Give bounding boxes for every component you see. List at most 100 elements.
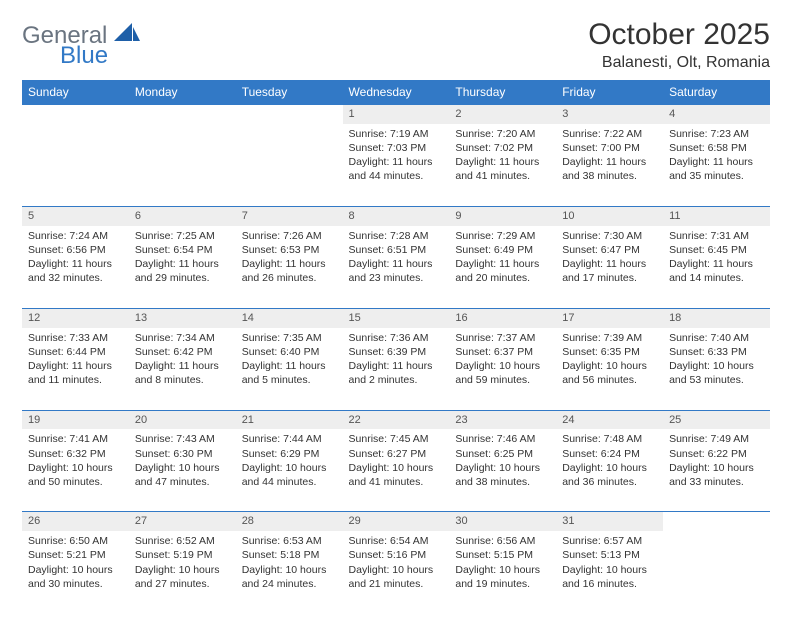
day-cell-body: Sunrise: 6:52 AMSunset: 5:19 PMDaylight:… [129, 531, 236, 597]
day-number-cell: 7 [236, 206, 343, 225]
sunrise-line: Sunrise: 7:29 AM [455, 229, 550, 243]
day-number-cell: 27 [129, 512, 236, 531]
sunset-line: Sunset: 7:00 PM [562, 141, 657, 155]
day-header: Monday [129, 80, 236, 105]
day-cell-body: Sunrise: 7:30 AMSunset: 6:47 PMDaylight:… [556, 226, 663, 292]
day-cell: Sunrise: 7:20 AMSunset: 7:02 PMDaylight:… [449, 124, 556, 207]
day-cell: Sunrise: 6:57 AMSunset: 5:13 PMDaylight:… [556, 531, 663, 613]
sunset-line: Sunset: 6:22 PM [669, 447, 764, 461]
day-cell: Sunrise: 7:46 AMSunset: 6:25 PMDaylight:… [449, 429, 556, 512]
sunset-line: Sunset: 6:32 PM [28, 447, 123, 461]
daylight-line: Daylight: 11 hours and 32 minutes. [28, 257, 123, 285]
day-number-cell: 29 [343, 512, 450, 531]
day-cell: Sunrise: 7:45 AMSunset: 6:27 PMDaylight:… [343, 429, 450, 512]
day-cell: Sunrise: 7:24 AMSunset: 6:56 PMDaylight:… [22, 226, 129, 309]
sunset-line: Sunset: 6:40 PM [242, 345, 337, 359]
day-content-row: Sunrise: 7:41 AMSunset: 6:32 PMDaylight:… [22, 429, 770, 512]
sunset-line: Sunset: 5:16 PM [349, 548, 444, 562]
sunset-line: Sunset: 6:39 PM [349, 345, 444, 359]
day-cell-body: Sunrise: 7:33 AMSunset: 6:44 PMDaylight:… [22, 328, 129, 394]
sunrise-line: Sunrise: 6:52 AM [135, 534, 230, 548]
day-cell: Sunrise: 7:22 AMSunset: 7:00 PMDaylight:… [556, 124, 663, 207]
daylight-line: Daylight: 10 hours and 53 minutes. [669, 359, 764, 387]
sunrise-line: Sunrise: 7:37 AM [455, 331, 550, 345]
day-cell: Sunrise: 7:49 AMSunset: 6:22 PMDaylight:… [663, 429, 770, 512]
page-header: General Blue October 2025 Balanesti, Olt… [22, 18, 770, 72]
daylight-line: Daylight: 11 hours and 41 minutes. [455, 155, 550, 183]
daylight-line: Daylight: 10 hours and 24 minutes. [242, 563, 337, 591]
day-cell-body: Sunrise: 7:49 AMSunset: 6:22 PMDaylight:… [663, 429, 770, 495]
sunset-line: Sunset: 6:27 PM [349, 447, 444, 461]
day-cell [663, 531, 770, 613]
sunrise-line: Sunrise: 7:22 AM [562, 127, 657, 141]
day-number-cell: 10 [556, 206, 663, 225]
day-cell-body: Sunrise: 7:28 AMSunset: 6:51 PMDaylight:… [343, 226, 450, 292]
day-number-cell: 30 [449, 512, 556, 531]
day-cell-body: Sunrise: 7:44 AMSunset: 6:29 PMDaylight:… [236, 429, 343, 495]
sunrise-line: Sunrise: 6:50 AM [28, 534, 123, 548]
day-header: Thursday [449, 80, 556, 105]
day-cell: Sunrise: 7:31 AMSunset: 6:45 PMDaylight:… [663, 226, 770, 309]
day-number-cell: 31 [556, 512, 663, 531]
sunset-line: Sunset: 6:30 PM [135, 447, 230, 461]
day-cell-body: Sunrise: 7:41 AMSunset: 6:32 PMDaylight:… [22, 429, 129, 495]
sunset-line: Sunset: 5:18 PM [242, 548, 337, 562]
day-cell-body: Sunrise: 7:24 AMSunset: 6:56 PMDaylight:… [22, 226, 129, 292]
day-cell-body: Sunrise: 7:22 AMSunset: 7:00 PMDaylight:… [556, 124, 663, 190]
calendar-table: SundayMondayTuesdayWednesdayThursdayFrid… [22, 80, 770, 613]
daylight-line: Daylight: 10 hours and 33 minutes. [669, 461, 764, 489]
day-number-cell: 26 [22, 512, 129, 531]
day-cell: Sunrise: 7:25 AMSunset: 6:54 PMDaylight:… [129, 226, 236, 309]
daylight-line: Daylight: 11 hours and 38 minutes. [562, 155, 657, 183]
day-cell-body: Sunrise: 7:23 AMSunset: 6:58 PMDaylight:… [663, 124, 770, 190]
daylight-line: Daylight: 10 hours and 16 minutes. [562, 563, 657, 591]
day-number-cell: 24 [556, 410, 663, 429]
day-cell: Sunrise: 7:34 AMSunset: 6:42 PMDaylight:… [129, 328, 236, 411]
day-number-cell: 19 [22, 410, 129, 429]
sunrise-line: Sunrise: 7:46 AM [455, 432, 550, 446]
day-number-cell: 6 [129, 206, 236, 225]
sunrise-line: Sunrise: 7:36 AM [349, 331, 444, 345]
sunrise-line: Sunrise: 7:40 AM [669, 331, 764, 345]
day-cell-body: Sunrise: 6:50 AMSunset: 5:21 PMDaylight:… [22, 531, 129, 597]
day-cell: Sunrise: 7:23 AMSunset: 6:58 PMDaylight:… [663, 124, 770, 207]
sunrise-line: Sunrise: 7:31 AM [669, 229, 764, 243]
daylight-line: Daylight: 10 hours and 44 minutes. [242, 461, 337, 489]
day-cell: Sunrise: 7:43 AMSunset: 6:30 PMDaylight:… [129, 429, 236, 512]
sunrise-line: Sunrise: 6:56 AM [455, 534, 550, 548]
location-text: Balanesti, Olt, Romania [588, 54, 770, 72]
sunrise-line: Sunrise: 7:20 AM [455, 127, 550, 141]
day-cell [236, 124, 343, 207]
day-cell-body: Sunrise: 7:39 AMSunset: 6:35 PMDaylight:… [556, 328, 663, 394]
sunrise-line: Sunrise: 7:28 AM [349, 229, 444, 243]
sunrise-line: Sunrise: 7:23 AM [669, 127, 764, 141]
sunset-line: Sunset: 6:44 PM [28, 345, 123, 359]
day-number-cell: 14 [236, 308, 343, 327]
daylight-line: Daylight: 11 hours and 8 minutes. [135, 359, 230, 387]
sunset-line: Sunset: 6:25 PM [455, 447, 550, 461]
day-number-cell: 12 [22, 308, 129, 327]
day-number-cell: 25 [663, 410, 770, 429]
sunset-line: Sunset: 5:15 PM [455, 548, 550, 562]
day-number-cell: 8 [343, 206, 450, 225]
sunset-line: Sunset: 6:47 PM [562, 243, 657, 257]
day-cell: Sunrise: 6:52 AMSunset: 5:19 PMDaylight:… [129, 531, 236, 613]
daylight-line: Daylight: 11 hours and 26 minutes. [242, 257, 337, 285]
sunrise-line: Sunrise: 7:34 AM [135, 331, 230, 345]
sunrise-line: Sunrise: 7:48 AM [562, 432, 657, 446]
sunset-line: Sunset: 6:37 PM [455, 345, 550, 359]
day-header: Saturday [663, 80, 770, 105]
daylight-line: Daylight: 10 hours and 41 minutes. [349, 461, 444, 489]
day-number-cell: 13 [129, 308, 236, 327]
daylight-line: Daylight: 11 hours and 5 minutes. [242, 359, 337, 387]
daylight-line: Daylight: 11 hours and 20 minutes. [455, 257, 550, 285]
daylight-line: Daylight: 11 hours and 11 minutes. [28, 359, 123, 387]
day-cell: Sunrise: 7:28 AMSunset: 6:51 PMDaylight:… [343, 226, 450, 309]
day-cell: Sunrise: 7:26 AMSunset: 6:53 PMDaylight:… [236, 226, 343, 309]
sunrise-line: Sunrise: 7:19 AM [349, 127, 444, 141]
day-number-cell: 21 [236, 410, 343, 429]
day-cell: Sunrise: 6:54 AMSunset: 5:16 PMDaylight:… [343, 531, 450, 613]
day-number-row: 1234 [22, 105, 770, 124]
sunset-line: Sunset: 6:29 PM [242, 447, 337, 461]
day-cell: Sunrise: 7:19 AMSunset: 7:03 PMDaylight:… [343, 124, 450, 207]
